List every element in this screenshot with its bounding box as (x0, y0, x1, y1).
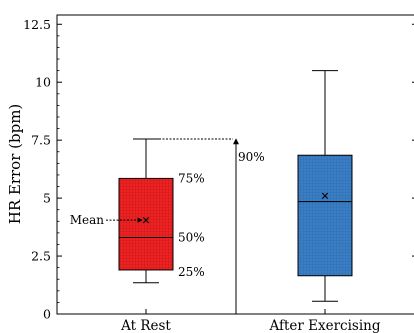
boxes (118, 70, 353, 302)
mean-annotation-label: Mean (70, 213, 105, 227)
x-category-label: At Rest (120, 318, 171, 333)
y-tick-label: 2.5 (31, 249, 51, 264)
q1-annotation-label: 25% (178, 265, 205, 279)
iqr-box (118, 177, 174, 271)
y-tick-label: 5 (43, 191, 51, 206)
iqr-box (297, 154, 353, 277)
x-category-label: After Exercising (268, 318, 380, 333)
y-tick-label: 10 (35, 75, 51, 90)
category-labels: At Rest After Exercising (120, 309, 381, 333)
q3-annotation-label: 75% (178, 171, 205, 185)
range-annotation-label: 90% (238, 150, 265, 164)
box-0 (118, 138, 174, 284)
y-tick-label: 7.5 (31, 133, 51, 148)
y-tick-label: 12.5 (23, 17, 51, 32)
median-annotation-label: 50% (178, 231, 205, 245)
y-tick-label: 0 (43, 307, 51, 322)
y-axis-label: HR Error (bpm) (6, 104, 24, 225)
plot-frame (56, 14, 414, 315)
mean-marker (321, 192, 329, 199)
annotations: Mean 75% 50% 25% 90% (70, 138, 265, 314)
box-1 (297, 70, 353, 302)
mean-marker (142, 216, 150, 224)
y-ticks: 0 2.5 5 7.5 10 12.5 (23, 17, 414, 322)
